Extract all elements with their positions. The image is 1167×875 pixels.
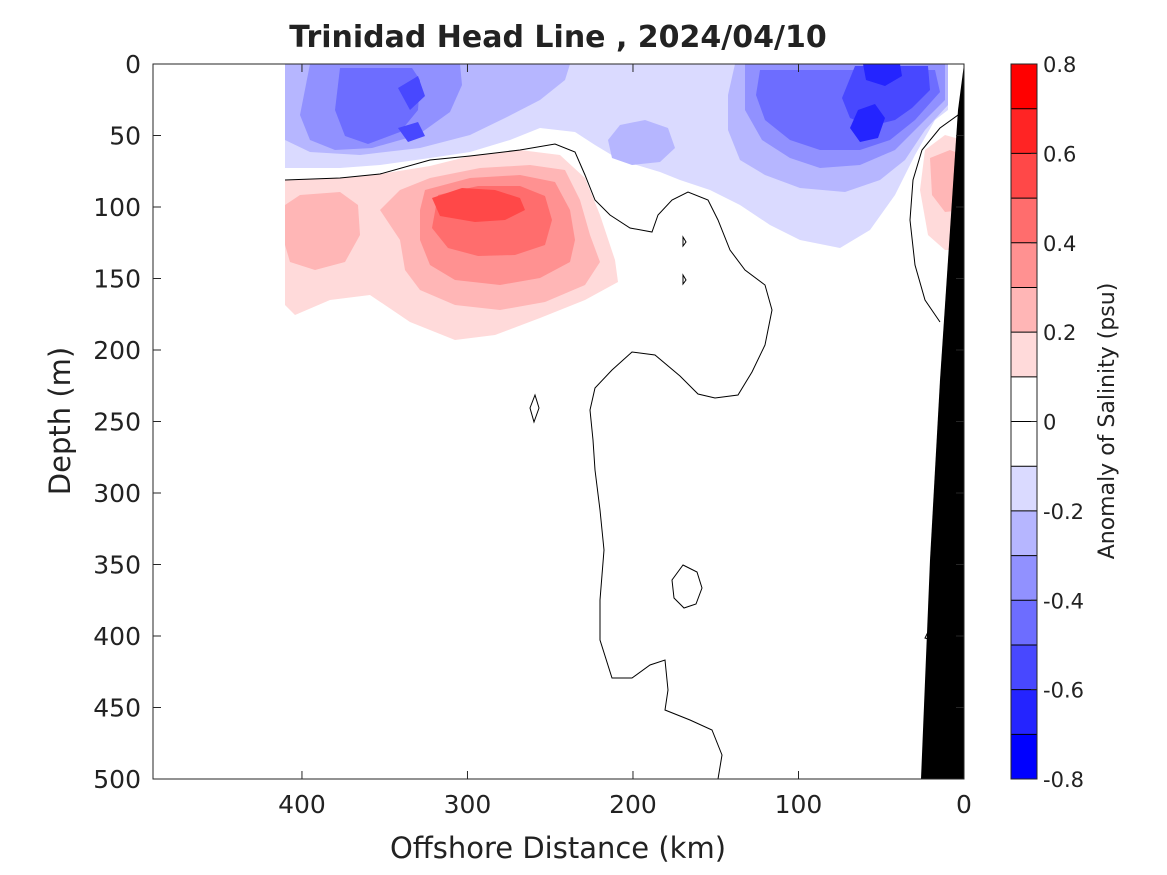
colorbar-bin — [1011, 421, 1037, 467]
zero-contour-island-1 — [529, 393, 540, 424]
colorbar-bin — [1011, 510, 1037, 556]
pos-anomaly-level-2 — [285, 192, 360, 270]
zero-contour-nearshore — [909, 110, 964, 323]
colorbar-tick-label: 0.6 — [1043, 142, 1076, 166]
colorbar-bin — [1011, 332, 1037, 377]
colorbar-bin — [1011, 64, 1037, 109]
neg-anomaly-level-6b — [850, 104, 885, 142]
y-tick-label: 200 — [93, 336, 141, 365]
zero-contours — [284, 110, 964, 779]
neg-anomaly-level-6 — [863, 64, 902, 86]
bathymetry-mask — [921, 64, 964, 779]
colorbar-bin — [1011, 198, 1037, 243]
plot-area — [153, 64, 964, 779]
neg-anomaly-level-6c — [398, 76, 425, 110]
x-axis: 400 300 200 100 0 — [278, 64, 972, 819]
colorbar-bin — [1011, 242, 1037, 288]
y-tick-label: 450 — [93, 694, 141, 723]
zero-contour-island-2 — [671, 564, 703, 609]
x-tick-label: 100 — [775, 790, 823, 819]
colorbar-bin — [1011, 153, 1037, 199]
zero-contour-island-3 — [682, 235, 687, 248]
colorbar-bin — [1011, 108, 1037, 154]
x-tick-label: 300 — [444, 790, 492, 819]
colorbar-bin — [1011, 644, 1037, 690]
colorbar-tick-label: -0.4 — [1043, 589, 1084, 613]
y-tick-label: 500 — [93, 765, 141, 794]
y-tick-label: 350 — [93, 551, 141, 580]
colorbar-bin — [1011, 555, 1037, 601]
colorbar-tick-label: -0.6 — [1043, 679, 1084, 703]
zero-contour-island-4 — [682, 273, 687, 286]
x-axis-label: Offshore Distance (km) — [390, 831, 726, 865]
colorbar-bin — [1011, 466, 1037, 511]
chart-title: Trinidad Head Line , 2024/04/10 — [289, 20, 826, 55]
colorbar-tick-label: 0.2 — [1043, 321, 1076, 345]
colorbar-tick-label: -0.8 — [1043, 768, 1084, 792]
y-tick-label: 50 — [109, 122, 141, 151]
zero-contour-main — [284, 143, 773, 779]
y-tick-label: 100 — [93, 193, 141, 222]
anomaly-fills — [285, 64, 963, 340]
neg-anomaly-level-4 — [335, 68, 420, 144]
colorbar-bin — [1011, 600, 1037, 645]
colorbar-tick-label: 0 — [1043, 411, 1056, 435]
pos-anomaly-level-5 — [432, 188, 525, 222]
colorbar-bin — [1011, 689, 1037, 735]
x-tick-label: 200 — [609, 790, 657, 819]
colorbar-bin — [1011, 734, 1037, 779]
colorbar-bin — [1011, 376, 1037, 422]
colorbar-tick-label: 0.8 — [1043, 53, 1076, 77]
x-tick-label: 400 — [278, 790, 326, 819]
neg-anomaly-level-6d — [398, 122, 425, 142]
colorbar-bin — [1011, 287, 1037, 333]
colorbar-tick-label: -0.2 — [1043, 500, 1084, 524]
y-tick-label: 300 — [93, 479, 141, 508]
y-axis-label: Depth (m) — [43, 347, 77, 495]
neg-anomaly-level-2c — [608, 120, 675, 165]
y-tick-label: 0 — [125, 50, 141, 79]
y-tick-label: 250 — [93, 408, 141, 437]
y-axis: 0 50 100 150 200 250 300 350 400 450 500 — [93, 50, 964, 794]
x-tick-label: 0 — [956, 790, 972, 819]
colorbar — [1011, 64, 1037, 779]
colorbar-tick-label: 0.4 — [1043, 232, 1076, 256]
y-tick-label: 400 — [93, 622, 141, 651]
y-tick-label: 150 — [93, 265, 141, 294]
colorbar-ticks: 0.8 0.6 0.4 0.2 0 -0.2 -0.4 -0.6 -0.8 — [1031, 53, 1084, 792]
colorbar-label: Anomaly of Salinity (psu) — [1095, 283, 1120, 560]
